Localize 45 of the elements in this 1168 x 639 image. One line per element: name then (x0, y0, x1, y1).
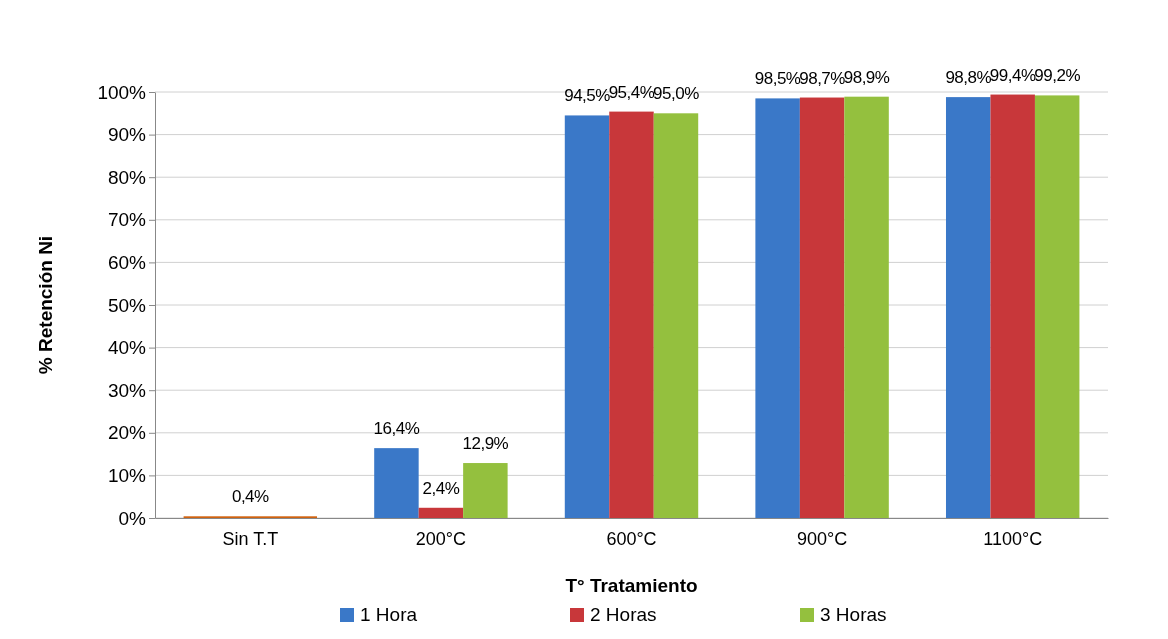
data-label: 99,4% (989, 65, 1036, 85)
x-tick-label: 200°C (415, 528, 467, 549)
data-label: 98,5% (754, 69, 801, 89)
data-label: 2,4% (422, 478, 460, 498)
y-tick-label: 50% (107, 294, 147, 316)
bar (463, 463, 508, 518)
y-tick-label: 40% (107, 337, 147, 359)
bar (755, 98, 800, 518)
y-tick-label: 10% (107, 464, 147, 486)
data-label: 12,9% (462, 434, 509, 454)
y-axis-title: % Retención Ni (35, 235, 56, 375)
x-axis-title: T° Tratamiento (565, 575, 698, 596)
data-label: 98,7% (799, 68, 846, 88)
y-tick-label: 20% (107, 422, 147, 444)
bar (418, 507, 464, 518)
y-tick-label: 60% (107, 251, 147, 273)
legend-label: 3 Horas (820, 604, 887, 625)
data-label: 99,2% (1034, 66, 1081, 86)
bar (990, 94, 1035, 518)
y-tick-label: 0% (118, 507, 147, 529)
y-tick-label: 30% (107, 379, 147, 401)
data-label: 95,4% (608, 82, 655, 102)
bar (653, 113, 699, 518)
data-label: 98,9% (843, 67, 890, 87)
x-tick-label: Sin T.T (222, 528, 279, 549)
legend-label: 2 Horas (590, 604, 657, 625)
bar (609, 111, 654, 518)
y-tick-label: 70% (107, 209, 147, 231)
bar (844, 96, 889, 518)
x-tick-label: 600°C (606, 528, 657, 549)
y-tick-label: 100% (97, 81, 147, 103)
data-label: 0,4% (231, 487, 270, 507)
y-tick-label: 90% (107, 124, 147, 146)
bar (799, 97, 845, 518)
data-label: 98,8% (945, 68, 992, 88)
data-label: 16,4% (373, 419, 420, 439)
bar (1034, 95, 1080, 518)
y-tick-label: 80% (107, 166, 147, 188)
bar (374, 448, 419, 518)
x-tick-label: 900°C (796, 528, 848, 549)
data-label: 95,0% (653, 84, 700, 104)
bar (564, 115, 610, 518)
x-tick-label: 1100°C (983, 528, 1043, 549)
bar (945, 97, 991, 518)
legend-label: 1 Hora (360, 604, 418, 625)
